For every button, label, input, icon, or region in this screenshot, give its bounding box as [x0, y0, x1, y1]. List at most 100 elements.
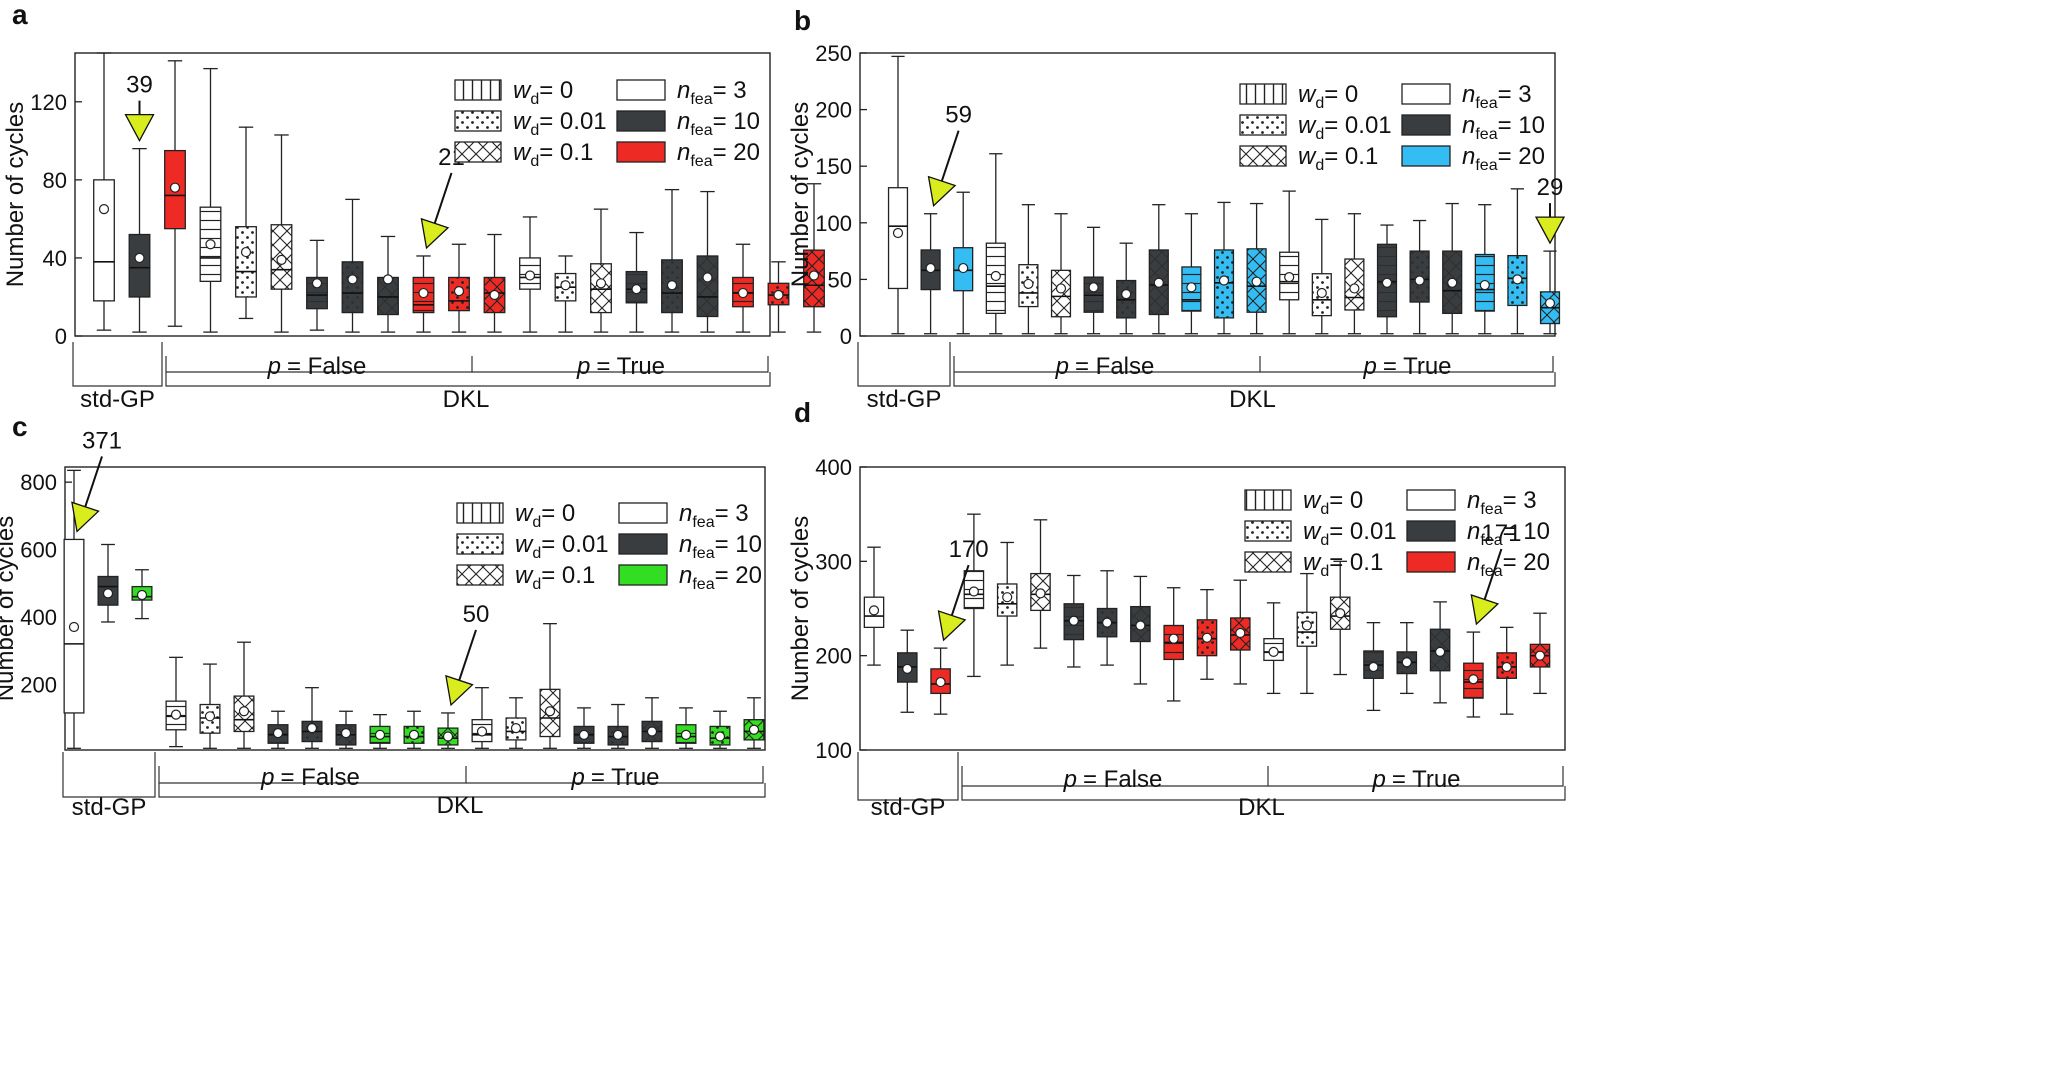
box-mean-marker: [418, 287, 429, 299]
box-mean-marker: [935, 676, 946, 688]
legend-nfea-value: = 3: [1503, 487, 1537, 514]
legend-wd-symbol: w: [513, 108, 532, 135]
box-hatch: [377, 277, 399, 315]
legend-swatch-wd-hatch: [1240, 84, 1286, 104]
box-mean-marker: [476, 726, 488, 737]
box-mean-marker: [714, 731, 726, 742]
box-plot: [930, 647, 951, 715]
box-mean-marker: [892, 227, 904, 239]
legend-swatch-nfea: [1401, 145, 1451, 167]
legend-wd-subscript: d: [532, 514, 541, 531]
legend-wd-symbol: w: [513, 77, 532, 104]
annotation-arrow-line: [458, 629, 477, 681]
box-hatch: [235, 226, 257, 297]
box-plot: [554, 255, 577, 333]
legend-nfea-symbol: n: [1462, 81, 1475, 108]
legend-nfea-value: = 20: [1498, 143, 1545, 170]
box-plot: [233, 641, 255, 749]
annotation-arrow: 59: [927, 102, 972, 208]
box-mean-marker: [808, 270, 820, 281]
box-plot: [573, 707, 595, 749]
bracket-dkl: [158, 783, 766, 798]
box-mean-marker: [442, 731, 454, 742]
y-tick-label: 0: [55, 324, 67, 349]
box-plot: [199, 67, 222, 333]
box-mean-marker: [1068, 615, 1079, 626]
box-mean-marker: [1335, 608, 1346, 619]
legend-label-wd: wd= 0.1: [1303, 549, 1383, 580]
legend-label-nfea: nfea= 10: [677, 108, 760, 139]
box-mean-marker: [1235, 627, 1246, 639]
box-mean-marker: [1035, 588, 1046, 599]
box-plot: [1018, 204, 1039, 335]
box-mean-marker: [902, 663, 913, 674]
y-tick-label: 80: [43, 168, 67, 193]
box-plot: [1050, 213, 1072, 335]
legend-wd-value: = 0.1: [1329, 549, 1383, 576]
legend-wd-symbol: w: [1298, 112, 1317, 139]
box-plot: [1396, 622, 1418, 695]
y-tick-label: 300: [815, 549, 852, 574]
annotation-arrowhead: [1470, 594, 1500, 626]
y-tick-label: 600: [20, 538, 57, 563]
panel-letter: a: [12, 0, 28, 30]
legend-wd-value: = 0: [539, 77, 573, 104]
box-mean-marker: [925, 262, 936, 274]
legend-swatch-nfea: [1406, 551, 1456, 573]
y-tick-label: 400: [20, 605, 57, 630]
box-mean-marker: [169, 182, 181, 193]
legend-wd-symbol: w: [1303, 518, 1322, 545]
legend-wd-value: = 0: [1329, 487, 1363, 514]
label-p-symbol: p: [1063, 766, 1077, 793]
legend-wd-symbol: w: [1298, 143, 1317, 170]
annotation-arrowhead: [1534, 216, 1566, 245]
box-mean-marker: [1218, 275, 1230, 286]
box-mean-marker: [1479, 279, 1490, 291]
box-mean-marker: [510, 723, 522, 734]
label-p-true-text: = True: [591, 764, 660, 791]
box-plot: [1096, 570, 1118, 666]
legend-nfea-subscript: fea: [692, 576, 714, 593]
box-mean-marker: [1468, 674, 1479, 685]
box-plot: [1130, 575, 1151, 685]
box-mean-marker: [1168, 633, 1179, 644]
legend-nfea-value: = 10: [713, 108, 760, 135]
box-plot: [661, 188, 683, 333]
label-p-true: p = True: [1362, 353, 1451, 380]
box-mean-marker: [98, 204, 110, 215]
legend-label-nfea: nfea= 20: [1462, 143, 1545, 174]
box-plot: [1474, 204, 1495, 335]
box-plot: [1063, 574, 1085, 668]
label-p-false: p = False: [1055, 353, 1155, 380]
legend-nfea-subscript: fea: [1475, 157, 1497, 174]
legend-wd-subscript: d: [530, 122, 539, 139]
box-mean-marker: [702, 272, 713, 283]
legend-label-wd: wd= 0.1: [513, 139, 593, 170]
legend-label-nfea: nfea= 3: [1467, 487, 1537, 518]
annotation-arrowhead: [937, 610, 967, 642]
box-plot: [1246, 202, 1267, 335]
box-hatch: [306, 277, 328, 309]
label-dkl: DKL: [443, 386, 490, 413]
box-mean-marker: [1121, 289, 1132, 300]
legend-nfea-subscript: fea: [1475, 95, 1497, 112]
legend-wd-subscript: d: [1320, 501, 1329, 518]
legend-nfea-value: = 3: [713, 77, 747, 104]
box-plot: [1196, 588, 1218, 680]
legend-swatch-wd-hatch: [457, 503, 503, 523]
box-plot: [93, 52, 115, 331]
box-plot: [607, 703, 629, 749]
plot-frame: [859, 52, 1556, 337]
legend-wd-subscript: d: [1315, 95, 1324, 112]
legend-swatch-nfea: [1406, 489, 1456, 511]
bracket-p-false: [953, 356, 1261, 373]
plot-frame: [859, 466, 1566, 751]
box-mean-marker: [204, 711, 216, 722]
box-mean-marker: [1251, 276, 1262, 287]
box-mean-marker: [347, 274, 358, 285]
box-mean-marker: [1002, 592, 1013, 603]
legend-wd-value: = 0.1: [539, 139, 593, 166]
y-axis-label: Number of cycles: [2, 102, 29, 287]
panel-letter: b: [794, 5, 811, 36]
label-p-symbol: p: [1362, 353, 1376, 380]
